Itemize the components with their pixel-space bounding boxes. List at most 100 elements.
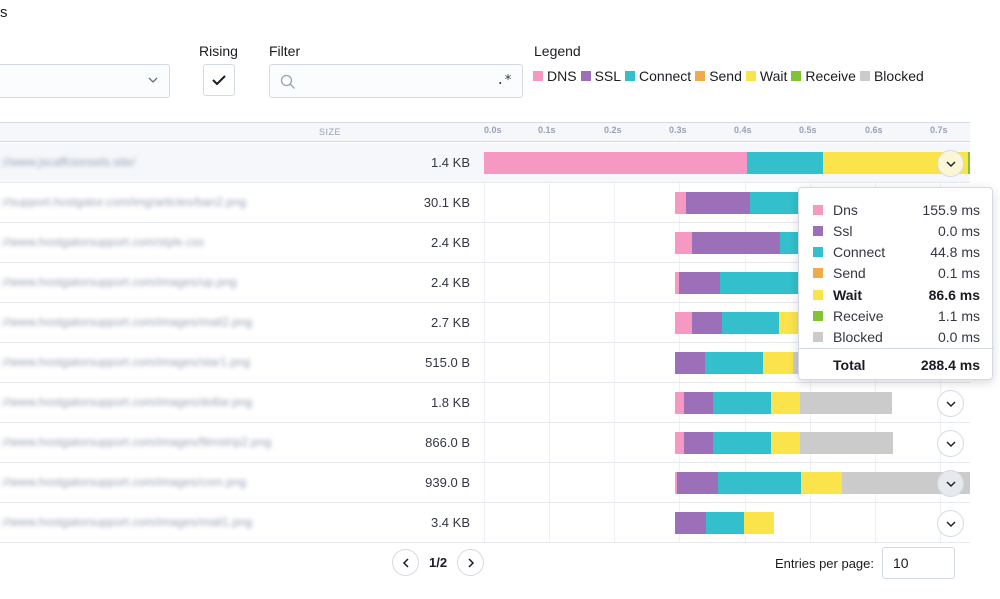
rising-checkbox[interactable] [203, 64, 235, 96]
table-row[interactable]: ://www.hostgatorsupport.com/images/dolla… [0, 383, 970, 423]
connect-segment [722, 312, 779, 334]
table-row[interactable]: ://www.hostgatorsupport.com/images/star1… [0, 343, 970, 383]
dns-swatch [813, 205, 823, 215]
table-row[interactable]: ://www.jscaffcionsels.site/ 1.4 KB [0, 143, 970, 183]
table-row[interactable]: ://support.hostgator.com/img/articles/ba… [0, 183, 970, 223]
row-url: ://www.hostgatorsupport.com/images/up.pn… [0, 275, 237, 289]
row-url: ://www.hostgatorsupport.com/images/mail2… [0, 315, 253, 329]
tooltip-name: Dns [833, 202, 858, 218]
legend-item-receive: Receive [791, 68, 856, 84]
chevron-down-icon [946, 401, 956, 407]
connect-segment [713, 432, 771, 454]
ssl-segment [684, 392, 713, 414]
row-size: 3.4 KB [430, 515, 470, 530]
dns-segment [675, 392, 684, 414]
table-row[interactable]: ://www.hostgatorsupport.com/images/com.p… [0, 463, 970, 503]
tooltip-name: Ssl [833, 223, 853, 239]
legend-blocked-label: Blocked [873, 68, 924, 84]
filter-input[interactable]: .* [269, 64, 523, 98]
chevron-down-icon [946, 481, 956, 487]
dns-segment [484, 152, 747, 174]
tick-label: 0.7s [930, 125, 948, 135]
wait-segment [771, 432, 800, 454]
expand-row-button[interactable] [937, 150, 964, 177]
table-row[interactable]: ://www.hostgatorsupport.com/images/mail1… [0, 503, 970, 543]
blocked-segment [800, 392, 892, 414]
table-row[interactable]: ://www.hostgatorsupport.com/images/mail2… [0, 303, 970, 343]
legend-send-label: Send [709, 68, 742, 84]
regex-indicator[interactable]: .* [496, 73, 512, 88]
prev-page-button[interactable] [392, 549, 419, 576]
chevron-down-icon [946, 161, 956, 167]
tooltip-value: 0.0 ms [937, 223, 980, 239]
wait-swatch [745, 71, 756, 81]
connect-swatch [625, 71, 636, 81]
filter-label: Filter [269, 43, 301, 59]
blocked-swatch [859, 71, 870, 81]
entries-per-page-label: Entries per page: [775, 556, 875, 571]
tooltip-row-blocked: Blocked 0.0 ms [799, 327, 994, 348]
legend-item-blocked: Blocked [859, 68, 924, 84]
row-size: 30.1 KB [423, 195, 470, 210]
connect-segment [750, 192, 800, 214]
connect-segment [705, 352, 763, 374]
dns-segment [675, 232, 692, 254]
tooltip-value: 0.0 ms [937, 329, 980, 345]
ssl-segment [677, 472, 718, 494]
tooltip-row-receive: Receive 1.1 ms [799, 306, 994, 327]
row-size: 2.7 KB [430, 315, 470, 330]
blocked-swatch [813, 332, 823, 342]
dns-segment [675, 192, 686, 214]
table-row[interactable]: ://www.hostgatorsupport.com/images/films… [0, 423, 970, 463]
wait-segment [779, 312, 800, 334]
tooltip-row-ssl: Ssl 0.0 ms [799, 221, 994, 242]
row-size: 866.0 B [425, 435, 470, 450]
receive-segment [968, 152, 970, 174]
page-title-fragment: s [0, 4, 8, 21]
row-url: ://www.jscaffcionsels.site/ [0, 155, 136, 169]
expand-row-button[interactable] [937, 390, 964, 417]
wait-segment [744, 512, 774, 534]
next-page-button[interactable] [457, 549, 485, 576]
entries-per-page-input[interactable]: 10 [882, 547, 955, 579]
connect-swatch [813, 247, 823, 257]
tick-label: 0.0s [484, 125, 502, 135]
timing-tooltip: Dns 155.9 ms Ssl 0.0 ms Connect 44.8 ms Sen… [798, 187, 994, 380]
wait-swatch [813, 290, 823, 300]
dns-segment [675, 312, 692, 334]
wait-segment [801, 472, 842, 494]
dns-segment [675, 432, 684, 454]
legend: DNS SSL Connect Send Wait Receive Blocke… [533, 68, 928, 84]
tooltip-row-total: Total 288.4 ms [799, 355, 994, 376]
connect-segment [718, 472, 801, 494]
size-column-header[interactable]: SIZE [319, 127, 342, 137]
connect-segment [713, 392, 771, 414]
expand-row-button[interactable] [937, 510, 964, 537]
legend-label: Legend [534, 43, 581, 59]
chevron-down-icon [946, 441, 956, 447]
expand-row-button[interactable] [937, 470, 964, 497]
ssl-swatch [813, 226, 823, 236]
row-url: ://www.hostgatorsupport.com/images/mail1… [0, 515, 253, 529]
tick-label: 0.1s [538, 125, 556, 135]
tooltip-value: 0.1 ms [937, 265, 980, 281]
table-row[interactable]: ://www.hostgatorsupport.com/style.css 2.… [0, 223, 970, 263]
table-row[interactable]: ://www.hostgatorsupport.com/images/up.pn… [0, 263, 970, 303]
expand-row-button[interactable] [937, 430, 964, 457]
legend-ssl-label: SSL [594, 68, 622, 84]
legend-receive-label: Receive [805, 68, 856, 84]
tooltip-row-wait: Wait 86.6 ms [799, 285, 994, 306]
ssl-swatch [580, 71, 591, 81]
legend-item-wait: Wait [745, 68, 787, 84]
search-icon [280, 74, 295, 89]
tooltip-name: Receive [833, 308, 884, 324]
sort-select[interactable] [0, 64, 170, 98]
row-size: 939.0 B [425, 475, 470, 490]
send-swatch [695, 71, 706, 81]
row-size: 2.4 KB [430, 275, 470, 290]
row-url: ://www.hostgatorsupport.com/images/dolla… [0, 395, 253, 409]
table-header: SIZE 0.0s 0.1s 0.2s 0.3s 0.4s 0.5s 0.6s … [0, 122, 970, 142]
tick-label: 0.2s [604, 125, 622, 135]
tooltip-name: Connect [833, 244, 886, 260]
tooltip-divider [799, 348, 994, 349]
